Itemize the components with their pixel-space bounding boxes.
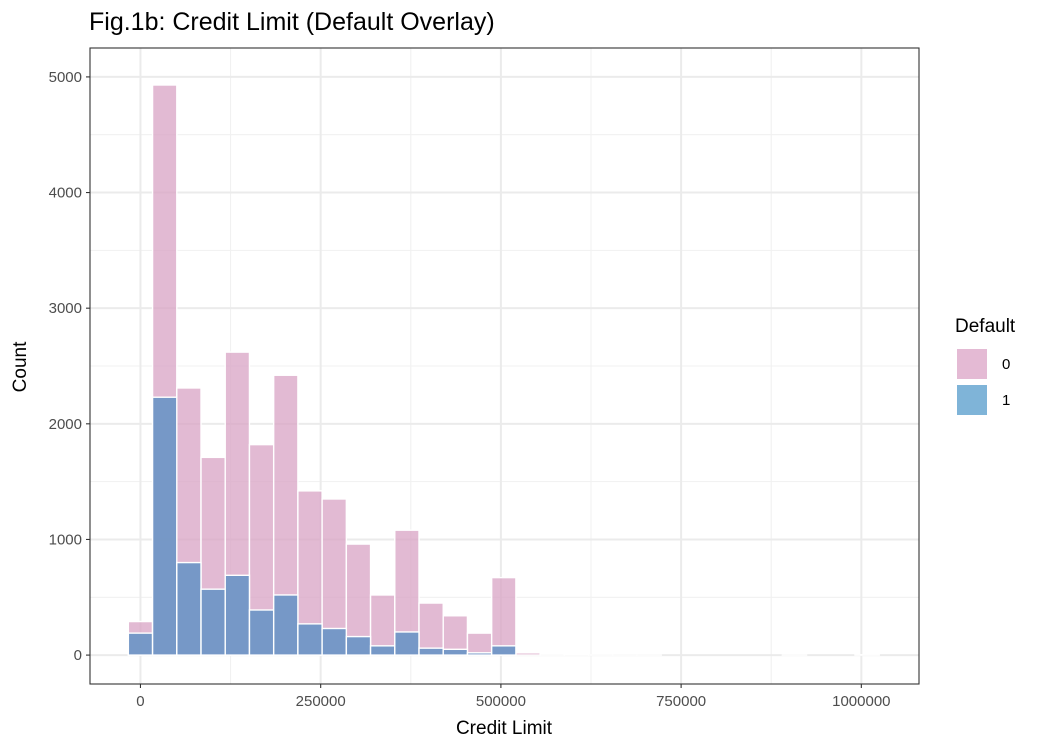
x-tick-label: 750000 — [656, 693, 706, 710]
bar-default-0 — [490, 576, 517, 656]
bar-default-1 — [369, 645, 396, 656]
legend-label-0: 0 — [1002, 356, 1010, 373]
plot-panel — [89, 47, 920, 685]
chart-title: Fig.1b: Credit Limit (Default Overlay) — [89, 8, 495, 36]
bar-default-0 — [515, 652, 541, 656]
panel-border — [89, 47, 920, 685]
y-tick-label: 0 — [74, 647, 82, 664]
bar-default-1 — [272, 594, 299, 656]
legend-key-1 — [957, 385, 987, 415]
y-tick-label: 4000 — [49, 185, 82, 202]
bar-default-0 — [466, 632, 493, 656]
legend-key-0 — [957, 349, 987, 379]
x-tick-label: 1000000 — [832, 693, 890, 710]
x-tick-label: 250000 — [296, 693, 346, 710]
bar-default-1 — [418, 647, 444, 656]
bar-default-1 — [224, 574, 251, 656]
bar-default-1 — [248, 609, 275, 656]
bar-default-1 — [200, 588, 226, 656]
bar-default-1 — [394, 631, 420, 656]
y-axis: 0 1000 2000 3000 4000 5000 — [49, 69, 90, 664]
y-tick-label: 2000 — [49, 416, 82, 433]
y-axis-title: Count — [10, 341, 31, 392]
x-axis-title: Credit Limit — [456, 718, 553, 739]
histogram-bars — [127, 84, 880, 656]
bar-default-1 — [127, 632, 154, 656]
x-tick-label: 0 — [136, 693, 144, 710]
bar-default-0 — [369, 594, 396, 656]
bar-default-1 — [297, 623, 323, 656]
bar-default-0 — [418, 602, 444, 656]
y-tick-label: 1000 — [49, 531, 82, 548]
legend-title: Default — [955, 316, 1016, 337]
bar-default-1 — [176, 561, 202, 656]
legend-label-1: 1 — [1002, 392, 1010, 409]
bar-default-1 — [442, 648, 469, 656]
y-tick-label: 5000 — [49, 69, 82, 86]
bar-default-1 — [466, 652, 493, 656]
y-tick-label: 3000 — [49, 300, 82, 317]
bar-default-1 — [321, 627, 348, 656]
bar-default-1 — [345, 635, 372, 656]
bar-default-0 — [563, 653, 590, 656]
x-tick-label: 500000 — [476, 693, 526, 710]
bar-default-1 — [151, 396, 178, 656]
legend: Default 0 1 — [955, 316, 1016, 415]
bar-default-1 — [490, 645, 517, 656]
x-axis: 0 250000 500000 750000 1000000 — [136, 684, 891, 710]
